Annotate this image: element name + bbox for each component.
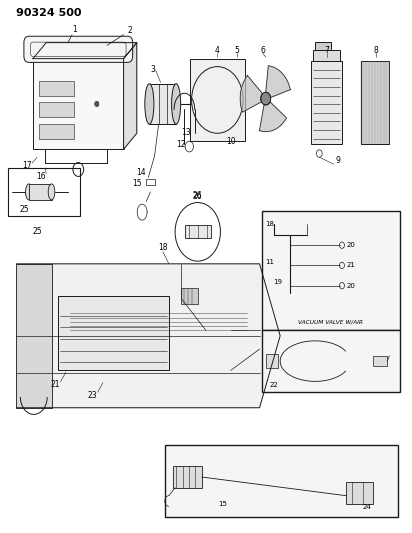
Polygon shape	[16, 264, 280, 408]
Bar	[150, 84, 176, 124]
Text: 20: 20	[347, 282, 356, 289]
Bar	[360, 61, 389, 144]
Text: 1: 1	[72, 26, 77, 34]
Bar	[39, 102, 74, 117]
Text: 8: 8	[373, 46, 378, 54]
Text: 14: 14	[136, 168, 146, 176]
Bar	[146, 179, 155, 185]
Bar	[39, 81, 74, 96]
Bar	[346, 482, 373, 504]
Polygon shape	[124, 43, 137, 149]
Text: 17: 17	[22, 161, 32, 169]
Polygon shape	[266, 66, 290, 98]
Text: VACUUM VALVE W/AIR: VACUUM VALVE W/AIR	[298, 319, 363, 324]
Text: 19: 19	[274, 279, 283, 286]
Text: 90324 500: 90324 500	[16, 9, 82, 18]
Text: 2: 2	[127, 27, 132, 35]
Bar	[173, 466, 202, 488]
Text: 15: 15	[132, 180, 142, 188]
Bar	[165, 445, 398, 517]
Text: 15: 15	[218, 500, 227, 507]
Text: 10: 10	[226, 137, 236, 146]
Polygon shape	[33, 43, 137, 59]
Bar	[313, 50, 340, 61]
Text: 7: 7	[324, 46, 329, 54]
Text: 21: 21	[51, 381, 61, 389]
Bar	[39, 124, 74, 139]
FancyBboxPatch shape	[24, 36, 133, 62]
Bar	[16, 264, 52, 408]
Bar	[311, 61, 342, 144]
Text: 21: 21	[347, 262, 356, 269]
Text: 5: 5	[234, 46, 239, 54]
Text: 25: 25	[32, 228, 42, 236]
Bar	[29, 184, 52, 200]
Text: 3: 3	[150, 65, 155, 74]
Text: 12: 12	[176, 141, 186, 149]
Bar	[262, 211, 400, 330]
Bar	[360, 61, 389, 144]
Text: 23: 23	[88, 391, 98, 400]
Bar	[266, 354, 278, 368]
Bar	[315, 42, 330, 50]
Ellipse shape	[171, 84, 181, 124]
Bar	[58, 296, 169, 370]
Text: 16: 16	[36, 172, 46, 181]
Polygon shape	[260, 102, 286, 132]
Text: 20: 20	[347, 242, 356, 248]
Bar	[373, 356, 387, 367]
Bar	[8, 168, 80, 216]
Ellipse shape	[145, 84, 154, 124]
Text: 18: 18	[158, 244, 168, 252]
Circle shape	[95, 101, 99, 107]
Bar	[33, 59, 124, 149]
Text: 11: 11	[265, 259, 274, 265]
Text: 13: 13	[181, 128, 191, 136]
Text: 9: 9	[335, 157, 340, 165]
Text: 4: 4	[215, 46, 220, 54]
Bar	[185, 225, 211, 238]
Bar	[181, 288, 198, 304]
Text: 26: 26	[193, 191, 203, 200]
Text: 22: 22	[269, 382, 279, 389]
Text: 26: 26	[193, 192, 203, 200]
Ellipse shape	[48, 184, 55, 200]
Bar	[262, 330, 400, 392]
Circle shape	[261, 92, 271, 105]
Text: 24: 24	[362, 504, 371, 511]
Polygon shape	[240, 76, 262, 112]
Text: 6: 6	[260, 46, 265, 54]
Bar	[190, 59, 245, 141]
Ellipse shape	[26, 184, 32, 200]
Text: 18: 18	[265, 221, 274, 227]
Text: 25: 25	[20, 205, 30, 214]
